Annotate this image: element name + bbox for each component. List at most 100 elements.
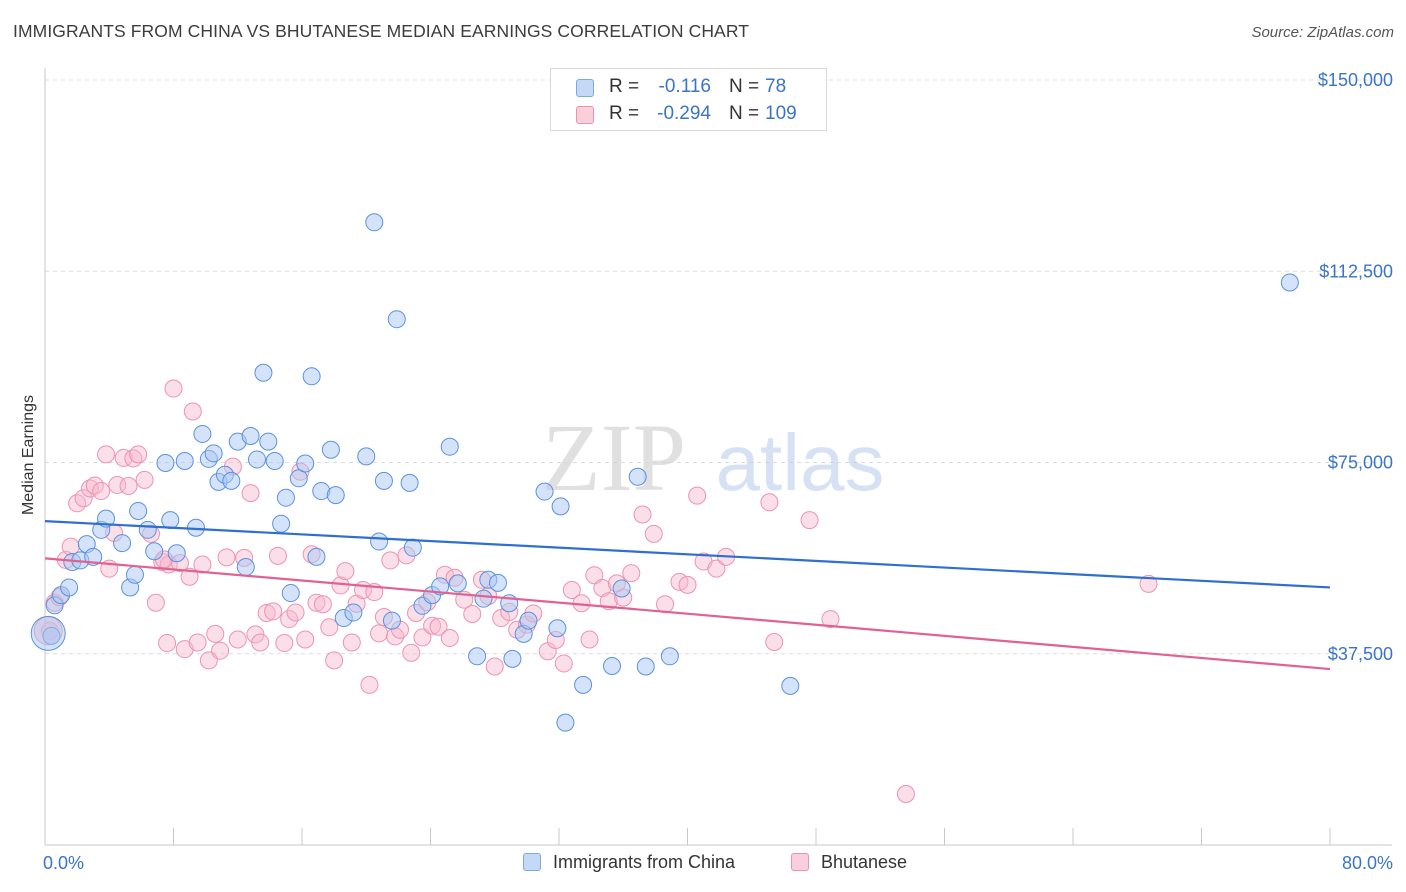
- watermark-atlas: atlas: [716, 418, 885, 507]
- bhutanese-point: [307, 593, 326, 612]
- bhutanese-point: [251, 633, 270, 652]
- legend-r-value: -0.116: [658, 76, 711, 97]
- source-label: Source: ZipAtlas.com: [1251, 24, 1394, 41]
- china-point: [365, 213, 384, 232]
- china-point: [259, 432, 278, 451]
- bhutanese-point: [228, 630, 247, 649]
- china-point: [222, 471, 241, 490]
- bhutanese-point: [622, 564, 641, 583]
- china-point: [281, 584, 300, 603]
- watermark: ZIP atlas: [542, 404, 884, 511]
- bhutanese-point: [580, 630, 599, 649]
- china-point: [265, 451, 284, 470]
- china-point: [307, 547, 326, 566]
- china-point: [30, 615, 66, 651]
- china-point: [403, 538, 422, 557]
- china-point: [248, 450, 267, 469]
- bhutanese-point: [896, 785, 915, 803]
- bhutanese-point: [211, 641, 230, 660]
- bhutanese-point: [360, 675, 379, 694]
- trend-lines: [44, 520, 1331, 671]
- bhutanese-point: [280, 610, 299, 629]
- china-point: [400, 473, 419, 492]
- legend-n-label: N =: [729, 76, 760, 97]
- bhutanese-point: [760, 493, 779, 512]
- china-point: [129, 501, 148, 520]
- bhutanese-point: [119, 476, 138, 495]
- china-point: [204, 444, 223, 463]
- bhutanese-point: [821, 610, 840, 629]
- china-point: [660, 647, 679, 666]
- bhutanese-point: [562, 581, 581, 599]
- bhutanese-point: [678, 575, 697, 594]
- china-point: [387, 310, 406, 329]
- china-point: [302, 367, 321, 386]
- china-point: [612, 579, 631, 598]
- bhutanese-point: [217, 548, 236, 567]
- legend-r-value: -0.294: [657, 103, 711, 124]
- china-point: [344, 603, 363, 622]
- bhutanese-point: [146, 593, 165, 612]
- bottom-legend-label-bhutanese: Bhutanese: [821, 852, 908, 872]
- china-point: [241, 426, 260, 445]
- axes: [44, 68, 1392, 846]
- china-point: [156, 454, 175, 473]
- china-point: [175, 451, 194, 470]
- china-point: [296, 454, 315, 473]
- china-point: [431, 577, 450, 596]
- y-tick-label: $112,500: [1319, 261, 1393, 281]
- china-point: [374, 471, 393, 490]
- bhutanese-point: [313, 595, 332, 614]
- bhutanese-point: [257, 603, 276, 622]
- china-point: [519, 611, 538, 630]
- bhutanese-point: [188, 633, 207, 652]
- china-point: [145, 542, 164, 561]
- bhutanese-point: [800, 511, 819, 530]
- china-point: [468, 647, 487, 666]
- china-point: [636, 657, 655, 676]
- bhutanese-point: [286, 603, 305, 622]
- bhutanese-point: [92, 482, 111, 501]
- bhutanese-trend-line: [44, 557, 1331, 671]
- legend-n-label: N =: [729, 103, 760, 124]
- china-point: [125, 565, 144, 584]
- china-point: [254, 363, 273, 382]
- bhutanese-point: [264, 602, 283, 621]
- bhutanese-point: [206, 624, 225, 643]
- x-tick-label: 0.0%: [43, 853, 84, 873]
- bhutanese-point: [765, 633, 784, 652]
- bhutanese-point: [97, 445, 116, 464]
- china-point: [781, 676, 800, 695]
- china-point: [370, 532, 389, 551]
- legend-n-value: 78: [765, 76, 787, 97]
- bhutanese-point: [554, 654, 573, 673]
- bhutanese-point: [440, 628, 459, 647]
- legend-swatch-china: [576, 79, 594, 97]
- legend-r-label: R =: [609, 76, 640, 97]
- bhutanese-point: [688, 486, 707, 505]
- china-point: [382, 611, 401, 630]
- bhutanese-point: [423, 616, 442, 635]
- china-point: [556, 713, 575, 732]
- bhutanese-point: [296, 630, 315, 649]
- bhutanese-point: [135, 470, 154, 489]
- bhutanese-point: [485, 657, 504, 676]
- bhutanese-point: [275, 634, 294, 653]
- china-point: [236, 558, 255, 577]
- china-point: [60, 578, 79, 597]
- china-point: [603, 656, 622, 675]
- bhutanese-point: [164, 379, 183, 398]
- china-point: [574, 675, 593, 694]
- bhutanese-point: [370, 624, 389, 643]
- china-point: [503, 649, 522, 668]
- y-tick-label: $75,000: [1328, 453, 1393, 473]
- china-point: [167, 544, 186, 563]
- china-point: [474, 589, 493, 608]
- y-tick-label: $150,000: [1318, 70, 1393, 90]
- bhutanese-point: [342, 633, 361, 652]
- bhutanese-point: [463, 604, 482, 623]
- bhutanese-points: [33, 379, 1158, 803]
- watermark-zip: ZIP: [542, 404, 686, 511]
- bhutanese-point: [1139, 574, 1158, 593]
- china-point: [193, 424, 212, 443]
